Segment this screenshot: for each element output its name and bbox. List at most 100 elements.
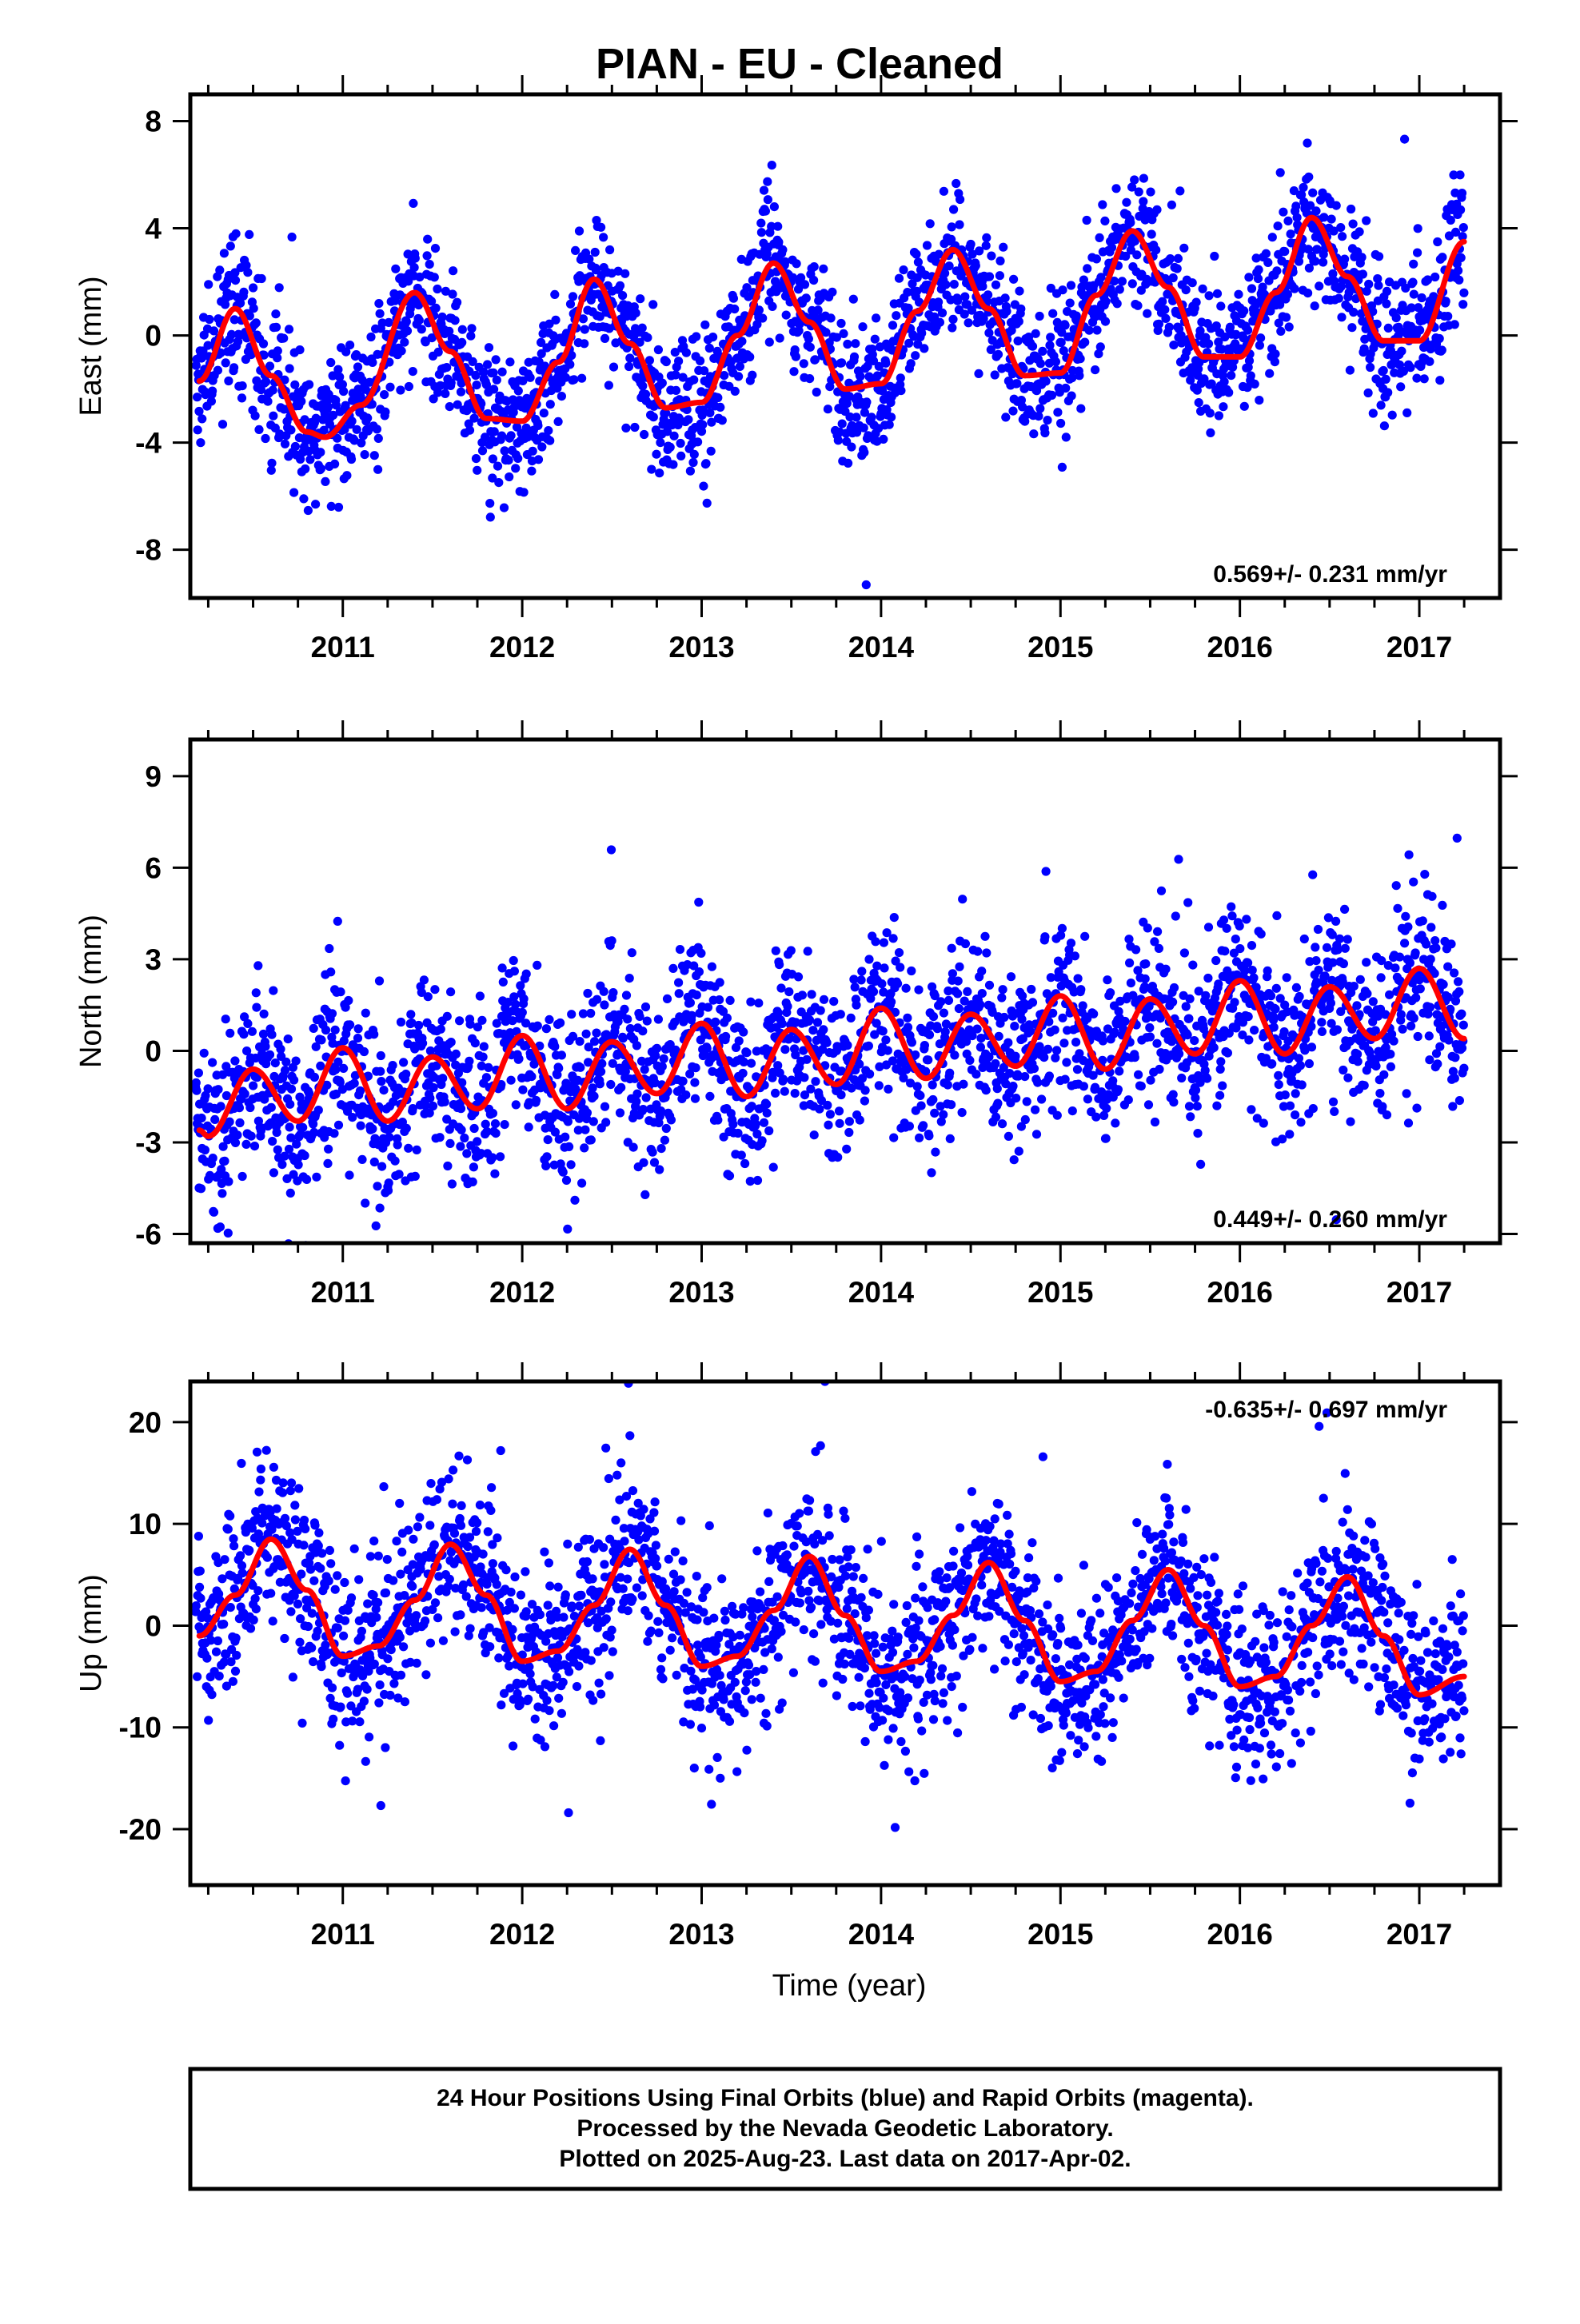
east-point [405, 382, 413, 391]
north-point [302, 1175, 311, 1184]
east-point [941, 281, 950, 289]
east-point [871, 335, 880, 344]
north-point [583, 989, 592, 998]
north-point [473, 1137, 481, 1146]
east-point [267, 459, 276, 468]
north-point [1307, 1042, 1316, 1051]
north-point [510, 967, 519, 975]
north-point [235, 1103, 244, 1112]
north-point [704, 1003, 712, 1011]
north-point [490, 1170, 499, 1178]
east-point [305, 380, 313, 389]
north-point [241, 1140, 250, 1149]
north-point [413, 1146, 421, 1154]
east-point [955, 220, 964, 229]
north-point [1454, 977, 1462, 986]
east-point [385, 318, 393, 327]
north-point [857, 975, 866, 984]
east-point [1174, 254, 1183, 263]
north-point [420, 975, 429, 984]
north-point [430, 985, 439, 994]
north-point [694, 898, 703, 907]
north-point [570, 1196, 579, 1205]
east-point [368, 358, 377, 367]
north-point [489, 1109, 497, 1118]
north-point [1263, 967, 1272, 975]
east-point [397, 346, 406, 355]
north-point [632, 1041, 641, 1050]
east-point [768, 302, 776, 311]
east-point [700, 321, 709, 329]
north-point [285, 1122, 294, 1131]
east-point [895, 274, 904, 283]
east-point [345, 341, 354, 349]
east-point [1038, 347, 1047, 356]
north-point [619, 1034, 628, 1042]
east-point [1335, 294, 1343, 303]
north-point [241, 1090, 249, 1098]
north-point [982, 948, 991, 957]
north-point [740, 1159, 749, 1168]
east-point [616, 281, 624, 290]
east-point [967, 240, 976, 249]
east-point [1216, 301, 1225, 310]
north-point [936, 997, 945, 1006]
east-point [272, 323, 281, 332]
north-point [220, 1157, 229, 1166]
east-point [716, 403, 724, 412]
north-point [973, 1025, 982, 1034]
north-point [518, 1008, 527, 1017]
east-point [625, 353, 634, 362]
north-point [1249, 974, 1258, 983]
east-point [690, 450, 699, 459]
north-point [728, 1120, 737, 1129]
east-point [872, 313, 880, 322]
east-point [599, 233, 608, 241]
north-point [787, 946, 796, 955]
east-point [756, 219, 765, 228]
north-point [1184, 1015, 1193, 1023]
east-point [580, 339, 589, 348]
north-point [655, 1165, 664, 1174]
east-point [974, 369, 983, 378]
north-point [404, 1144, 413, 1153]
east-point [218, 420, 227, 429]
east-point [361, 450, 369, 459]
east-point [254, 425, 263, 434]
east-point [220, 249, 229, 257]
up-point [207, 1690, 216, 1699]
east-point [1435, 334, 1444, 343]
east-point [494, 478, 503, 487]
north-point [1395, 953, 1404, 962]
north-point [208, 1058, 217, 1067]
east-point [1009, 275, 1018, 284]
north-point [607, 845, 616, 854]
north-point [965, 1056, 974, 1065]
north-point [250, 1142, 259, 1150]
east-point [860, 424, 868, 433]
north-point [1271, 1005, 1279, 1014]
east-point [1215, 411, 1223, 420]
north-point [999, 985, 1007, 994]
east-point [527, 467, 536, 476]
east-point [1410, 290, 1418, 299]
north-point [924, 1055, 932, 1064]
north-point [715, 995, 724, 1004]
east-point [1272, 266, 1281, 275]
east-point [1043, 416, 1051, 425]
north-point [1275, 1080, 1283, 1089]
north-point [1131, 945, 1140, 954]
east-point [1210, 252, 1219, 261]
north-point [496, 1152, 505, 1161]
north-point [823, 1101, 832, 1110]
east-point [215, 265, 224, 274]
east-point [353, 362, 362, 371]
east-point [1205, 291, 1214, 300]
north-point [1067, 939, 1075, 947]
north-point [919, 1121, 928, 1130]
east-point [1282, 313, 1291, 321]
north-point [950, 1050, 959, 1059]
north-point [1267, 1059, 1276, 1068]
north-point [267, 1030, 276, 1039]
east-point [991, 281, 1000, 289]
